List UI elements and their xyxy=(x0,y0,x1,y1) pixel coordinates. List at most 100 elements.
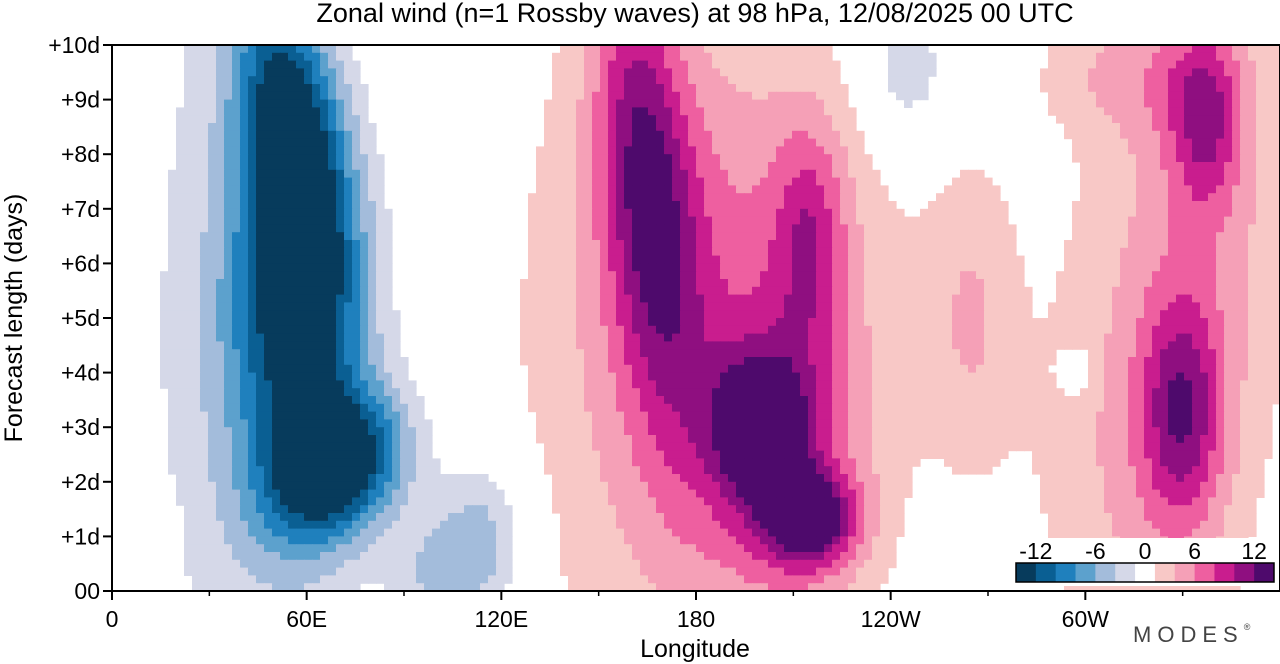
contour-cell xyxy=(1128,185,1137,194)
contour-cell xyxy=(888,341,897,350)
contour-cell xyxy=(664,247,673,257)
contour-cell xyxy=(680,115,689,124)
contour-cell xyxy=(688,177,697,186)
contour-cell xyxy=(176,177,185,186)
contour-cell xyxy=(744,84,753,93)
contour-cell xyxy=(568,318,577,327)
contour-cell xyxy=(888,294,897,303)
contour-cell xyxy=(1016,372,1025,381)
contour-cell xyxy=(600,146,609,155)
contour-cell xyxy=(344,263,353,272)
contour-cell xyxy=(312,349,321,358)
contour-cell xyxy=(848,302,857,311)
contour-cell xyxy=(1232,177,1241,186)
contour-cell xyxy=(1192,68,1201,77)
contour-cell xyxy=(888,333,897,342)
contour-cell xyxy=(1256,263,1265,272)
contour-cell xyxy=(1224,255,1233,264)
contour-cell xyxy=(576,177,585,186)
contour-cell xyxy=(1248,240,1257,249)
contour-cell xyxy=(696,52,705,62)
contour-cell xyxy=(808,185,817,194)
contour-cell xyxy=(1096,177,1105,186)
contour-cell xyxy=(1248,162,1257,171)
contour-cell xyxy=(344,169,353,179)
contour-cell xyxy=(920,52,929,62)
contour-cell xyxy=(584,279,593,288)
contour-cell xyxy=(1208,201,1217,210)
contour-cell xyxy=(952,325,961,335)
contour-cell xyxy=(1200,341,1209,350)
contour-cell xyxy=(952,279,961,288)
contour-cell xyxy=(200,123,209,132)
contour-cell xyxy=(968,271,977,280)
contour-cell xyxy=(968,396,977,405)
contour-cell xyxy=(1256,52,1265,62)
contour-cell xyxy=(1200,76,1209,85)
contour-cell xyxy=(680,201,689,210)
contour-cell xyxy=(728,115,737,124)
contour-cell xyxy=(688,84,697,93)
contour-cell xyxy=(696,146,705,155)
contour-cell xyxy=(328,357,337,366)
contour-cell xyxy=(768,201,777,210)
contour-cell xyxy=(872,294,881,303)
contour-cell xyxy=(304,271,313,280)
contour-cell xyxy=(1272,286,1280,296)
contour-cell xyxy=(712,364,721,374)
contour-cell xyxy=(816,146,825,155)
contour-cell xyxy=(216,91,225,101)
contour-cell xyxy=(1248,232,1257,241)
contour-cell xyxy=(864,255,873,264)
contour-cell xyxy=(800,177,809,186)
contour-cell xyxy=(960,193,969,202)
contour-cell xyxy=(624,388,633,397)
contour-cell xyxy=(1080,185,1089,194)
contour-cell xyxy=(712,107,721,116)
contour-cell xyxy=(792,232,801,241)
contour-cell xyxy=(1224,201,1233,210)
contour-cell xyxy=(304,357,313,366)
contour-cell xyxy=(728,60,737,69)
contour-cell xyxy=(784,115,793,124)
contour-cell xyxy=(864,208,873,218)
contour-cell xyxy=(696,310,705,319)
contour-cell xyxy=(360,232,369,241)
contour-cell xyxy=(656,232,665,241)
contour-cell xyxy=(1048,68,1057,77)
contour-cell xyxy=(656,271,665,280)
contour-cell xyxy=(1200,115,1209,124)
contour-cell xyxy=(712,138,721,147)
contour-cell xyxy=(600,115,609,124)
contour-cell xyxy=(1248,76,1257,85)
contour-cell xyxy=(888,68,897,77)
contour-cell xyxy=(1200,84,1209,93)
contour-cell xyxy=(1024,357,1033,366)
contour-cell xyxy=(544,247,553,257)
contour-cell xyxy=(648,240,657,249)
contour-cell xyxy=(1088,255,1097,264)
contour-cell xyxy=(1048,45,1057,54)
contour-cell xyxy=(288,76,297,85)
contour-cell xyxy=(320,341,329,350)
contour-cell xyxy=(968,177,977,186)
contour-cell xyxy=(968,318,977,327)
contour-cell xyxy=(920,255,929,264)
contour-cell xyxy=(728,388,737,397)
contour-cell xyxy=(408,396,417,405)
contour-cell xyxy=(1256,115,1265,124)
contour-cell xyxy=(728,263,737,272)
contour-cell xyxy=(1272,45,1280,54)
contour-cell xyxy=(1264,372,1273,381)
contour-cell xyxy=(824,154,833,163)
contour-cell xyxy=(1240,349,1249,358)
contour-cell xyxy=(576,396,585,405)
contour-cell xyxy=(240,162,249,171)
contour-cell xyxy=(360,177,369,186)
contour-cell xyxy=(1200,146,1209,155)
contour-cell xyxy=(1072,99,1081,108)
contour-cell xyxy=(1216,216,1225,225)
contour-cell xyxy=(224,201,233,210)
contour-cell xyxy=(1256,84,1265,93)
contour-cell xyxy=(288,68,297,77)
